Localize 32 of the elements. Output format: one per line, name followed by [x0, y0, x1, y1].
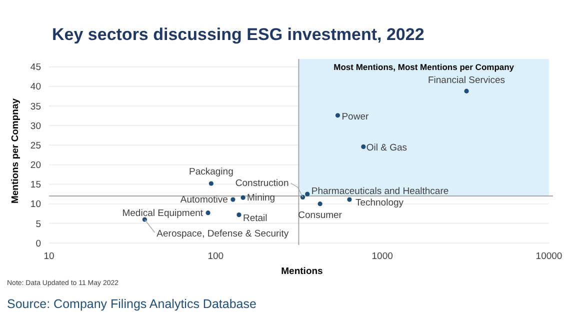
y-tick-label: 40 — [30, 82, 41, 93]
x-tick-label: 1000 — [372, 251, 393, 262]
series-label: Medical Equipment — [122, 208, 204, 219]
series-label: Construction — [235, 178, 289, 190]
series-label: Oil & Gas — [366, 142, 408, 154]
y-tick-label: 5 — [36, 218, 41, 230]
chart-title: Key sectors discussing ESG investment, 2022 — [52, 25, 424, 44]
y-tick-label: 35 — [30, 101, 41, 112]
series-label: Mining — [247, 192, 276, 204]
series-label: Aerospace, Defense & Security — [156, 228, 289, 240]
series-label: Pharmaceuticals and Healthcare — [311, 186, 449, 198]
y-tick-label: 25 — [30, 140, 41, 152]
series-label: Packaging — [189, 166, 234, 178]
y-tick-label: 0 — [36, 238, 41, 250]
series-label: Power — [342, 111, 369, 122]
y-tick-label: 20 — [30, 160, 41, 172]
series-label: Retail — [242, 212, 268, 224]
x-axis-title: Mentions — [281, 266, 323, 277]
y-tick-label: 10 — [30, 199, 41, 210]
x-tick-label: 10000 — [536, 251, 562, 262]
band-label: Most Mentions, Most Mentions per Company — [334, 62, 514, 72]
series-label: Financial Services — [428, 75, 506, 86]
series-label: Consumer — [298, 210, 342, 221]
y-tick-label: 15 — [30, 180, 41, 191]
series-label: Automotive — [180, 194, 228, 206]
x-tick-label: 10 — [44, 251, 54, 262]
series-label: Technology — [355, 198, 404, 209]
y-tick-label: 30 — [30, 120, 41, 132]
y-axis-title: Mentions per Compnay — [10, 98, 21, 204]
y-tick-label: 45 — [30, 62, 41, 74]
x-tick-label: 100 — [208, 251, 224, 262]
source-note: Source: Company Filings Analytics Database — [7, 297, 256, 311]
